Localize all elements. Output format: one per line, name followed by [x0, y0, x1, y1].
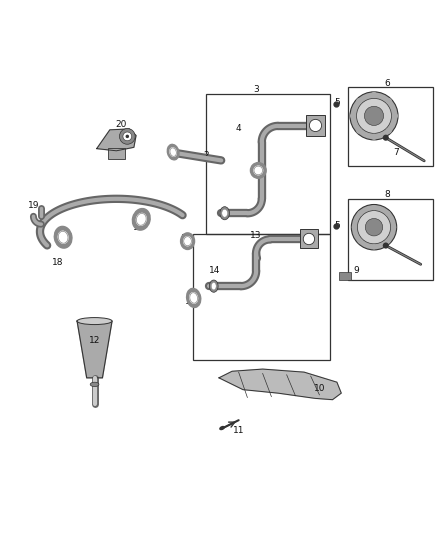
- Text: 5: 5: [334, 221, 340, 230]
- Text: 8: 8: [384, 190, 390, 199]
- Circle shape: [120, 128, 135, 144]
- Ellipse shape: [170, 148, 177, 156]
- Ellipse shape: [187, 288, 201, 308]
- Text: 5: 5: [334, 98, 340, 107]
- Ellipse shape: [184, 237, 191, 246]
- Text: 18: 18: [52, 257, 63, 266]
- Polygon shape: [219, 369, 341, 400]
- Bar: [348, 87, 433, 166]
- Circle shape: [351, 205, 397, 250]
- Circle shape: [386, 127, 392, 134]
- Circle shape: [371, 134, 377, 140]
- Text: 19: 19: [28, 201, 39, 210]
- Text: 20: 20: [115, 120, 127, 129]
- Text: 4: 4: [236, 125, 241, 133]
- Circle shape: [126, 135, 129, 138]
- Ellipse shape: [209, 280, 218, 292]
- Text: 17: 17: [132, 223, 144, 232]
- Circle shape: [309, 119, 321, 132]
- Circle shape: [352, 224, 357, 230]
- Circle shape: [357, 211, 391, 244]
- Circle shape: [357, 238, 363, 244]
- Circle shape: [385, 238, 391, 244]
- Text: 3: 3: [253, 85, 259, 94]
- Bar: [206, 94, 330, 234]
- Text: 14: 14: [209, 266, 220, 276]
- Bar: [339, 272, 351, 280]
- Circle shape: [371, 244, 377, 249]
- Circle shape: [350, 92, 398, 140]
- Circle shape: [350, 113, 356, 119]
- Ellipse shape: [77, 318, 112, 325]
- Polygon shape: [97, 129, 136, 151]
- Text: 11: 11: [233, 426, 244, 435]
- Ellipse shape: [132, 208, 150, 230]
- Circle shape: [371, 92, 377, 98]
- Circle shape: [357, 99, 392, 133]
- Polygon shape: [77, 321, 112, 378]
- Ellipse shape: [54, 227, 72, 248]
- Text: 1: 1: [170, 146, 176, 155]
- Ellipse shape: [212, 282, 216, 290]
- Ellipse shape: [190, 293, 198, 303]
- Ellipse shape: [167, 144, 179, 160]
- Text: 12: 12: [89, 336, 100, 345]
- Ellipse shape: [254, 166, 263, 175]
- Circle shape: [364, 106, 384, 125]
- Ellipse shape: [58, 231, 68, 243]
- Text: 9: 9: [353, 266, 360, 276]
- Ellipse shape: [222, 209, 227, 217]
- Ellipse shape: [180, 233, 194, 249]
- Text: 15: 15: [185, 297, 196, 306]
- Bar: [300, 229, 318, 248]
- Bar: [348, 199, 433, 280]
- Ellipse shape: [90, 382, 99, 386]
- Ellipse shape: [219, 426, 225, 430]
- Circle shape: [385, 211, 391, 216]
- Circle shape: [365, 219, 383, 236]
- Text: 6: 6: [384, 79, 390, 87]
- Circle shape: [357, 211, 363, 216]
- Circle shape: [383, 243, 389, 248]
- Circle shape: [386, 98, 392, 104]
- Circle shape: [371, 205, 377, 210]
- Circle shape: [303, 233, 314, 245]
- Ellipse shape: [136, 213, 146, 225]
- Bar: [108, 148, 125, 159]
- Text: 2: 2: [203, 151, 209, 160]
- Ellipse shape: [251, 163, 266, 179]
- Text: 13: 13: [251, 231, 262, 240]
- Circle shape: [356, 98, 362, 104]
- Text: 7: 7: [393, 149, 399, 157]
- Circle shape: [392, 113, 398, 119]
- Circle shape: [123, 132, 132, 141]
- Circle shape: [391, 224, 396, 230]
- Text: 10: 10: [314, 384, 325, 393]
- Bar: [306, 116, 325, 135]
- Circle shape: [356, 127, 362, 134]
- Circle shape: [383, 135, 389, 141]
- Bar: [193, 234, 330, 360]
- Text: 16: 16: [180, 233, 192, 243]
- Ellipse shape: [220, 207, 230, 220]
